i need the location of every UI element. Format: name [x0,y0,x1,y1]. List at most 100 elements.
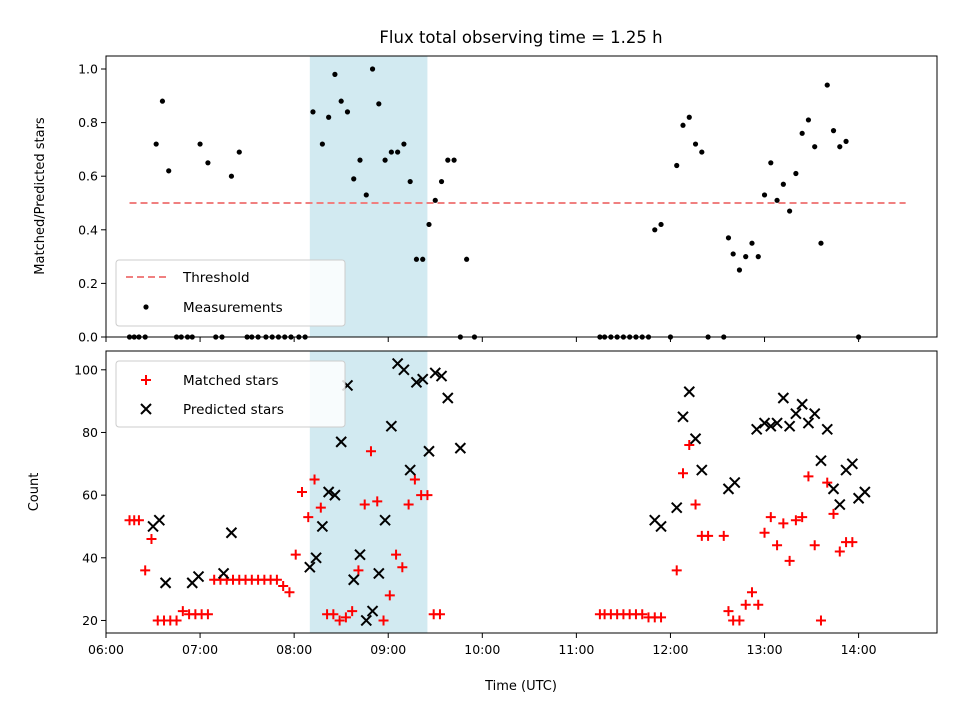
top-legend: Threshold Measurements [115,259,346,327]
predicted-star-point [859,486,871,498]
predicted-star-point [385,420,398,432]
x-tick-label: 13:00 [747,642,783,657]
measurement-point [793,170,799,177]
legend-matched-label: Matched stars [183,373,279,389]
measurement-point [774,197,780,203]
x-tick-label: 10:00 [464,642,500,657]
predicted-star-point [366,605,379,617]
matched-star-point [397,562,408,573]
predicted-star-point [765,420,777,432]
measurement-point [736,267,743,273]
matched-star-point [723,606,734,617]
x-tick-label: 08:00 [276,642,312,657]
predicted-star-point [796,398,808,410]
predicted-star-point [348,574,360,586]
measurement-point [388,149,394,155]
measurement-point [805,117,812,123]
matched-star-point [637,609,648,620]
predicted-star-point [379,514,391,526]
measurement-point [426,221,432,228]
matched-star-point [359,499,370,510]
measurement-point [692,141,699,147]
predicted-star-point [335,436,347,448]
predicted-star-point [790,407,802,420]
bottom-y-ticks: 20 40 60 80 100 [74,362,106,628]
measurement-point [344,109,351,115]
matched-star-point [353,565,364,576]
measurement-point [205,160,211,166]
y-tick-label: 0.0 [78,330,98,345]
matched-star-point [797,512,808,523]
matched-star-point [334,615,345,626]
predicted-star-point [310,552,322,564]
legend-predicted-label: Predicted stars [183,402,284,418]
y-tick-label: 80 [82,425,98,440]
matched-star-point [378,615,389,626]
predicted-star-point [729,476,741,489]
measurement-point [395,149,401,155]
predicted-star-point [404,464,416,476]
legend-measurements-swatch [143,304,149,310]
measurement-point [332,71,338,77]
matched-star-point [309,474,320,485]
measurement-point [749,240,755,246]
measurement-point [310,109,316,115]
matched-star-point [772,540,783,551]
measurement-point [787,208,793,214]
measurement-point [451,157,457,163]
matched-star-point [328,609,339,620]
y-tick-label: 20 [82,613,98,628]
bottom-legend: Matched stars Predicted stars [115,360,346,428]
measurement-point [228,173,235,179]
measurement-point [799,130,805,136]
measurement-point [153,141,159,147]
matched-star-point [340,612,351,623]
predicted-star-point [827,483,840,495]
predicted-star-point [808,407,821,420]
measurement-point [464,256,470,262]
legend-box [115,360,346,428]
measurement-point [837,144,843,150]
matched-star-point [690,499,701,510]
matched-star-point [759,527,770,538]
matched-star-point [822,477,833,488]
matched-star-point [303,512,314,523]
matched-star-point [365,446,376,457]
measurement-point [674,162,680,169]
measurement-point [658,221,664,228]
matched-star-point [403,499,414,510]
bottom-panel: 20 40 60 80 100 06:00 07:00 08:00 09:00 10:00 11:… [27,350,938,694]
matched-star-point [278,581,289,591]
matched-star-point [778,518,789,529]
predicted-star-point [671,501,683,514]
x-tick-label: 06:00 [88,642,124,657]
matched-star-point [790,515,801,526]
predicted-star-point [689,433,702,445]
matched-star-point [409,474,420,485]
measurement-point [236,149,242,155]
matched-star-point [202,609,213,620]
matched-star-point [734,615,745,626]
measurement-point [166,168,172,174]
measurement-point [369,66,376,72]
predicted-star-point [417,373,429,385]
matched-star-point [765,512,776,523]
matched-star-point [718,530,729,541]
predicted-star-point [454,442,467,454]
measurement-point [743,254,749,260]
measurement-point [445,157,451,163]
matched-star-point [271,574,282,585]
matched-star-point [422,490,433,501]
legend-box [115,259,346,327]
predicted-star-point [410,376,423,389]
legend-predicted-swatch [140,403,152,415]
measurement-point [357,157,363,163]
matched-star-point [296,487,307,497]
matched-star-point [133,515,144,526]
measurement-point [401,141,407,147]
top-panel: 0.0 0.2 0.4 0.6 0.8 1.0 Matched/Predicted sta… [33,55,938,345]
bottom-x-ticks: 06:00 07:00 08:00 09:00 10:00 11:00 12:00 13:00… [88,633,877,657]
measurement-point [755,254,761,260]
predicted-star-point [398,364,410,376]
x-tick-label: 09:00 [370,642,406,657]
